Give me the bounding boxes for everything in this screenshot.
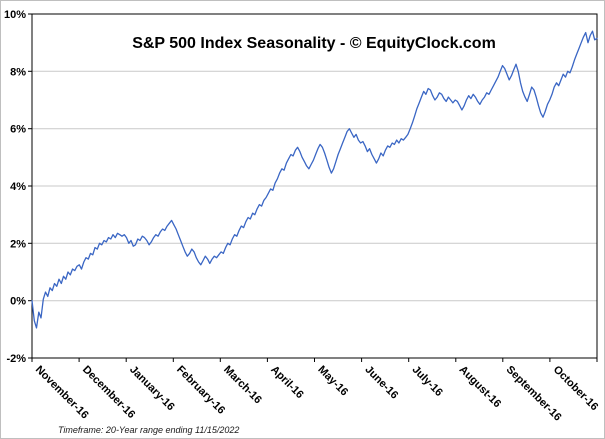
plot-border xyxy=(31,13,598,359)
x-axis-label: March-16 xyxy=(221,364,264,407)
x-axis: November-16December-16January-16February… xyxy=(31,358,601,424)
chart-footnote: Timeframe: 20-Year range ending 11/15/20… xyxy=(58,425,239,435)
x-axis-label: April-16 xyxy=(268,364,305,401)
x-axis-label: May-16 xyxy=(315,364,350,399)
gridlines xyxy=(32,70,597,302)
series-line xyxy=(31,30,598,329)
x-axis-label: January-16 xyxy=(127,364,177,414)
x-axis-label: July-16 xyxy=(410,364,445,399)
x-axis-label: June-16 xyxy=(362,364,400,402)
y-axis-label: 0% xyxy=(10,296,26,308)
x-axis-label: February-16 xyxy=(174,364,227,417)
x-axis-label: August-16 xyxy=(457,364,504,411)
y-axis-label: 8% xyxy=(10,66,26,78)
y-axis-label: 2% xyxy=(10,238,26,250)
y-axis-label: 6% xyxy=(10,124,26,136)
y-axis-label: 10% xyxy=(4,9,26,21)
y-axis-label: 4% xyxy=(10,181,26,193)
chart-title: S&P 500 Index Seasonality - © EquityCloc… xyxy=(132,35,496,52)
x-axis-label: October-16 xyxy=(551,364,601,414)
y-axis-label: -2% xyxy=(6,353,26,365)
y-axis: -2% 0% 2% 4% 6% 8% 10% xyxy=(4,9,32,365)
